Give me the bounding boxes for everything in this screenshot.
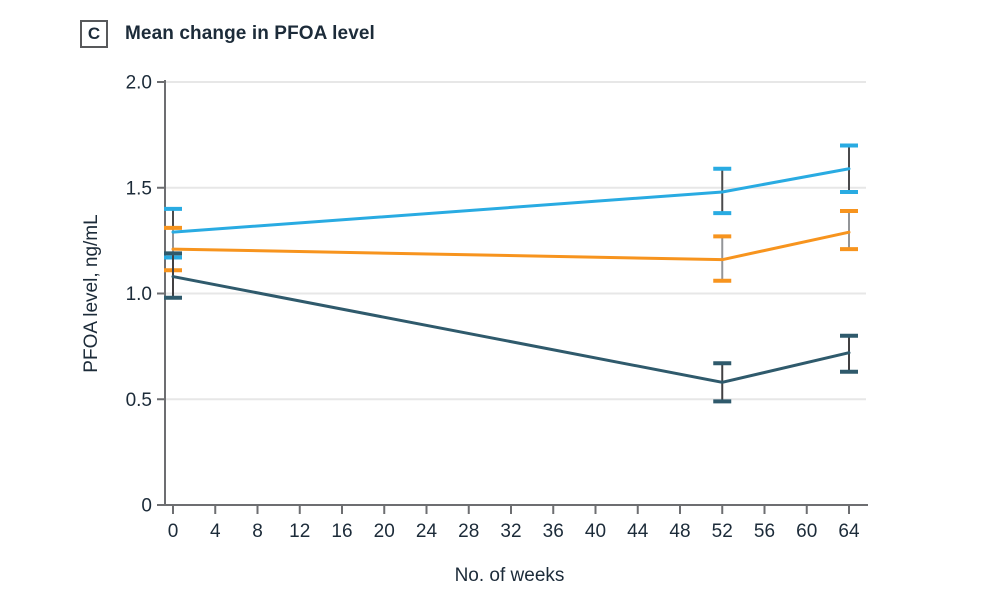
x-tick-label: 40 [585, 521, 606, 542]
x-tick-label: 52 [712, 521, 733, 542]
x-tick-label: 28 [458, 521, 479, 542]
x-axis-label: No. of weeks [455, 565, 565, 586]
x-tick-label: 8 [252, 521, 263, 542]
y-tick-label: 0 [141, 496, 152, 517]
x-tick-label: 24 [416, 521, 438, 542]
error-bars-orange [164, 209, 858, 283]
error-bars-light-blue [164, 143, 858, 260]
x-tick-label: 20 [374, 521, 395, 542]
y-tick-label: 2.0 [126, 73, 152, 94]
error-bars-dark-teal [164, 251, 858, 404]
y-axis-label: PFOA level, ng/mL [81, 214, 102, 372]
y-tick-label: 1.0 [126, 284, 152, 305]
x-tick-label: 64 [838, 521, 860, 542]
x-tick-label: 12 [289, 521, 310, 542]
x-tick-label: 36 [543, 521, 564, 542]
series-line-dark-teal [171, 275, 851, 384]
series-line-orange [171, 230, 851, 262]
series-line-light-blue [171, 167, 851, 234]
x-tick-label: 56 [754, 521, 775, 542]
panel-key: C [80, 20, 108, 48]
x-tick-label: 48 [669, 521, 690, 542]
y-tick-label: 1.5 [126, 178, 152, 199]
x-tick-label: 4 [210, 521, 221, 542]
y-tick-label: 0.5 [126, 390, 152, 411]
gridlines [166, 81, 866, 401]
y-axis-ticks: 0 0.5 1.0 1.5 2.0 [126, 73, 164, 517]
x-tick-label: 16 [331, 521, 352, 542]
panel-title: Mean change in PFOA level [125, 23, 375, 44]
panel-header: C Mean change in PFOA level [80, 20, 375, 48]
x-tick-label: 0 [168, 521, 179, 542]
x-tick-label: 60 [796, 521, 817, 542]
x-tick-label: 44 [627, 521, 649, 542]
x-axis-ticks: 0 4 8 12 16 20 24 28 32 36 40 44 48 52 56 60 64 [168, 506, 860, 542]
x-tick-label: 32 [500, 521, 521, 542]
axes [161, 80, 868, 506]
